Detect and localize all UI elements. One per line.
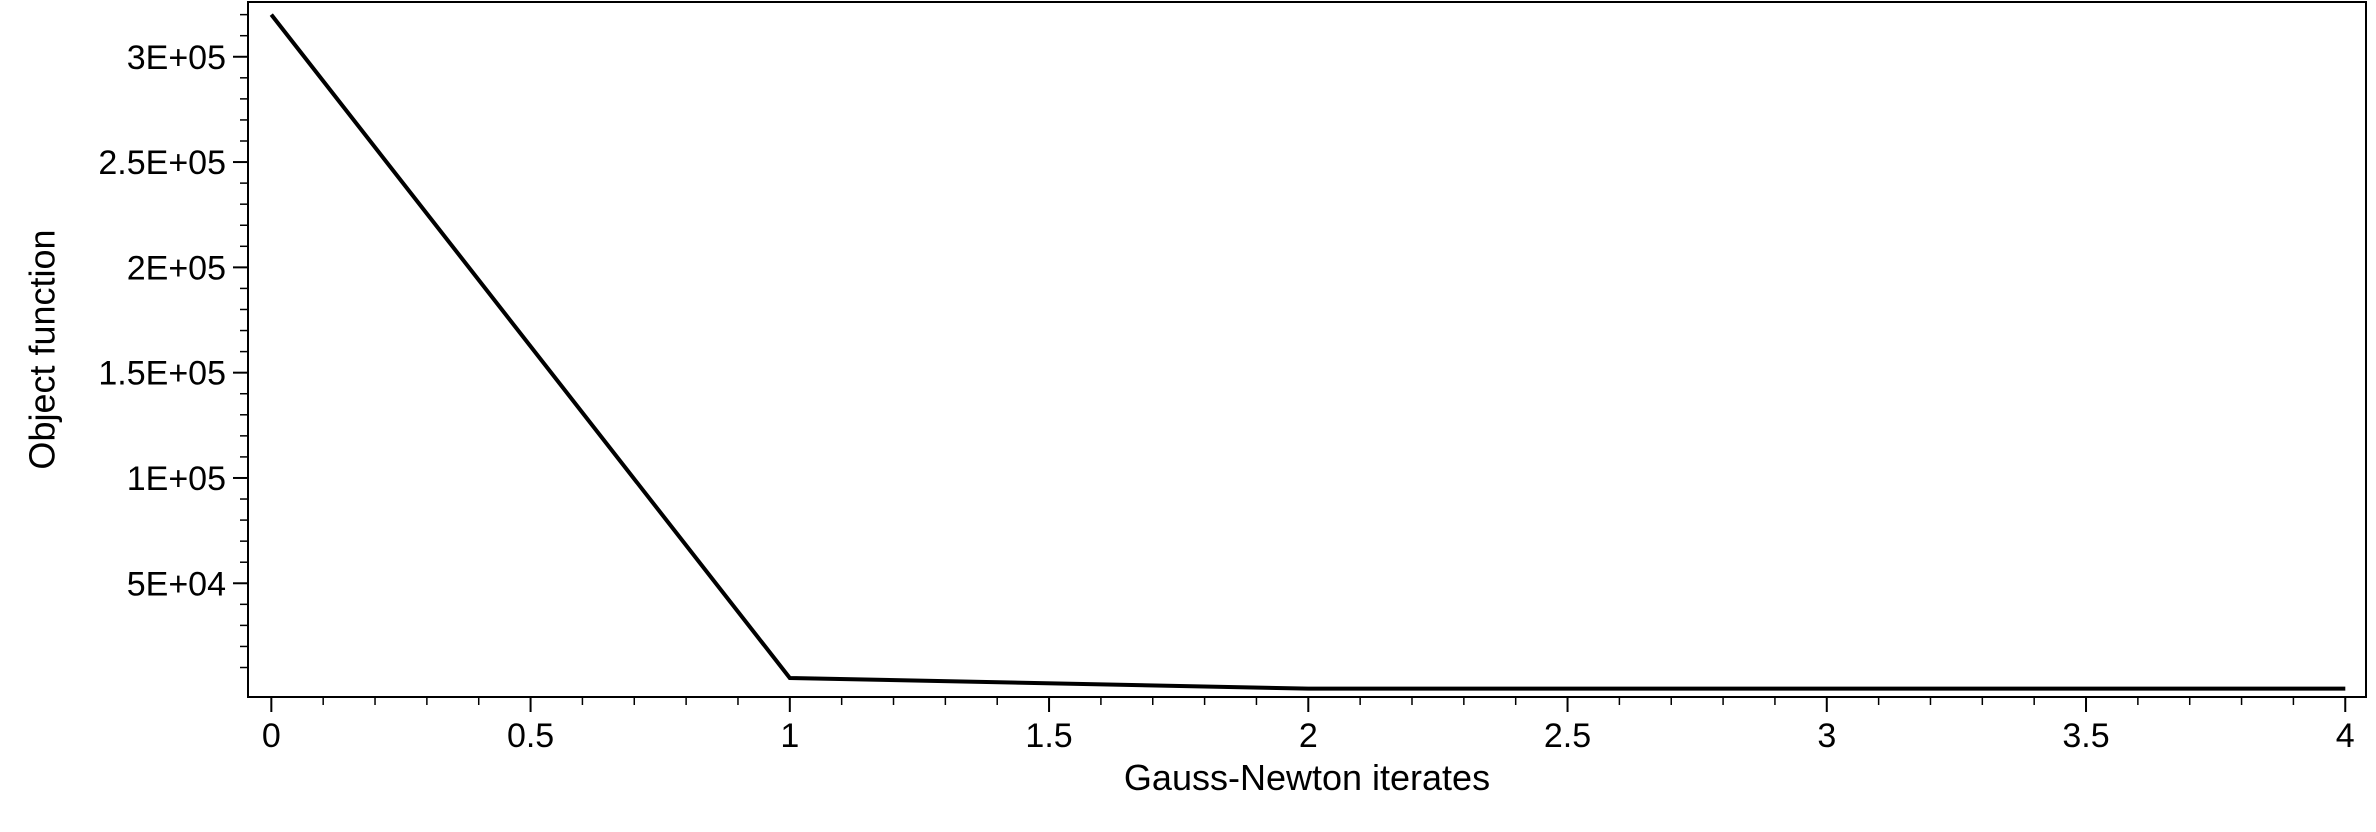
x-axis-title: Gauss-Newton iterates [1124, 757, 1490, 798]
y-tick-label: 5E+04 [127, 565, 226, 603]
y-tick-label: 2E+05 [127, 249, 226, 287]
x-tick-label: 1 [780, 717, 799, 755]
plot-frame [247, 1, 2367, 698]
x-tick-label: 2 [1299, 717, 1318, 755]
y-tick-label: 3E+05 [127, 39, 226, 77]
x-tick-label: 0 [262, 717, 281, 755]
series-layer [269, 13, 2346, 691]
major-ticks [233, 55, 2347, 712]
y-tick-label: 1E+05 [127, 460, 226, 498]
minor-ticks [240, 13, 2295, 705]
x-tick-label: 1.5 [1025, 717, 1072, 755]
y-tick-labels: 5E+04 1E+05 1.5E+05 2E+05 2.5E+05 3E+05 [98, 39, 226, 604]
y-tick-label: 2.5E+05 [98, 144, 226, 182]
x-tick-label: 0.5 [507, 717, 554, 755]
series-line [269, 13, 2346, 691]
x-tick-label: 4 [2336, 717, 2355, 755]
x-tick-label: 3 [1817, 717, 1836, 755]
x-tick-label: 2.5 [1544, 717, 1591, 755]
y-axis-title: Object function [22, 229, 63, 469]
x-tick-label: 3.5 [2062, 717, 2109, 755]
x-tick-labels: 0 0.5 1 1.5 2 2.5 3 3.5 4 [262, 717, 2355, 755]
y-tick-label: 1.5E+05 [98, 355, 226, 393]
